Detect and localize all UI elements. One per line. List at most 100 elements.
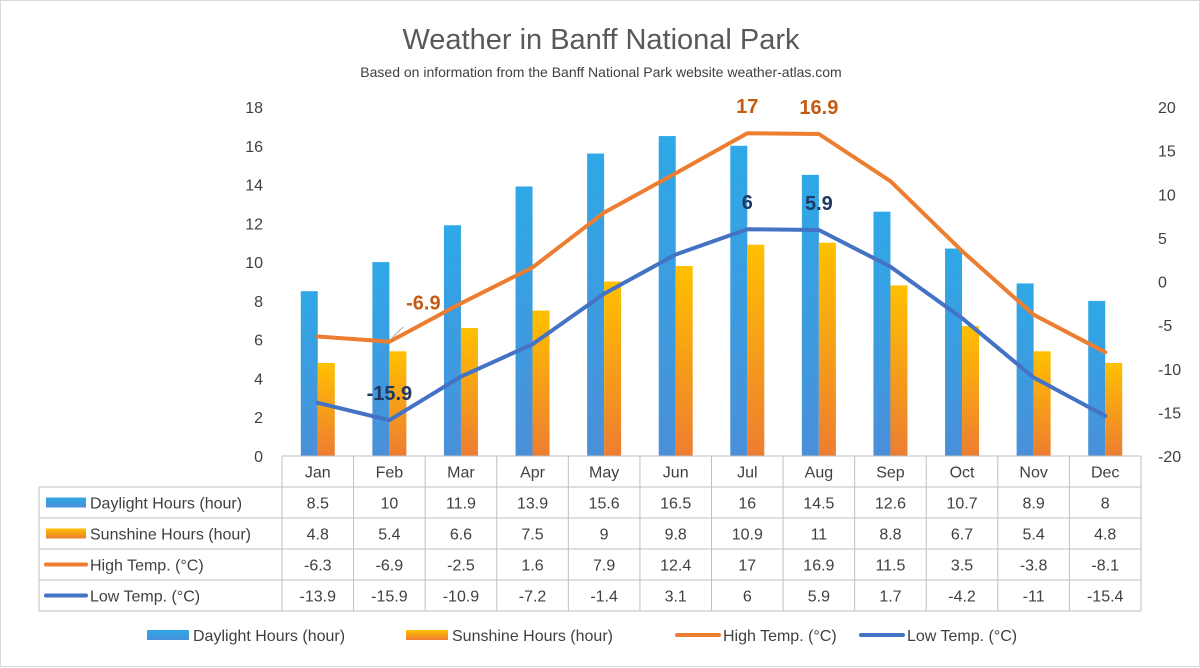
table-row-label: Daylight Hours (hour) — [90, 496, 242, 513]
table-cell: -11 — [1023, 589, 1045, 606]
table-cell: 6 — [743, 589, 752, 606]
table-cell: -2.5 — [447, 558, 475, 575]
low-temp-line — [315, 227, 1108, 423]
table-header-cell: Sep — [876, 465, 905, 482]
table-header-cell: Mar — [447, 465, 475, 482]
lines-group — [315, 131, 1108, 423]
table-row-label: Low Temp. (°C) — [90, 589, 200, 606]
legend-label: Daylight Hours (hour) — [193, 628, 345, 645]
bar-sunshine — [532, 310, 550, 456]
table-cell: 5.9 — [808, 589, 830, 606]
bar-sunshine — [604, 281, 622, 456]
table-header-cell: Jan — [305, 465, 331, 482]
table-cell: 7.5 — [521, 527, 543, 544]
bar-daylight — [801, 174, 819, 456]
table-cell: -10.9 — [443, 589, 480, 606]
table-cell: 9 — [600, 527, 609, 544]
table-cell: 4.8 — [1094, 527, 1116, 544]
chart-title: Weather in Banff National Park — [402, 24, 800, 56]
table-header-cell: Feb — [376, 465, 404, 482]
table-cell: 8.8 — [879, 527, 901, 544]
bar-daylight — [730, 145, 748, 456]
y-left-tick-label: 12 — [245, 216, 263, 233]
table-cell: 16.9 — [803, 558, 834, 575]
table-cell: 3.1 — [665, 589, 687, 606]
y-left-tick-label: 16 — [245, 139, 263, 156]
y-left-tick-label: 4 — [254, 371, 263, 388]
bar-sunshine — [1105, 362, 1123, 456]
y-right-tick-label: 15 — [1158, 144, 1176, 161]
table-cell: -3.8 — [1020, 558, 1048, 575]
table-header-cell: Nov — [1019, 465, 1047, 482]
y-right-tick-label: -5 — [1158, 318, 1172, 335]
table-cell: 11.9 — [446, 496, 476, 513]
bar-daylight — [372, 262, 390, 456]
table-cell: -8.1 — [1091, 558, 1119, 575]
table-cell: 3.5 — [951, 558, 973, 575]
table-header-cell: Jul — [737, 465, 757, 482]
table-cell: -6.3 — [304, 558, 332, 575]
axes-group: 0 2 4 6 8 10 12 14 16 18 -20 -15 -10 -5 0 5 10 15 20 — [245, 100, 1181, 466]
table-cell: 10.7 — [946, 496, 977, 513]
table-cell: -1.4 — [590, 589, 618, 606]
y-left-tick-label: 10 — [245, 255, 263, 272]
table-row-label: High Temp. (°C) — [90, 558, 204, 575]
table-cell: 16 — [738, 496, 756, 513]
y-left-tick-label: 6 — [254, 333, 263, 350]
chart-subtitle: Based on information from the Banff Nati… — [360, 64, 841, 80]
table-cell: 17 — [738, 558, 756, 575]
table-header-cell: Jun — [663, 465, 689, 482]
bar-sunshine — [317, 362, 335, 456]
table-header-cell: Apr — [520, 465, 546, 482]
bar-sunshine — [747, 244, 765, 456]
table-row-key-swatch — [46, 528, 86, 539]
bar-sunshine — [460, 328, 478, 456]
annotation-label: 6 — [742, 192, 753, 214]
table-cell: 8.9 — [1023, 496, 1045, 513]
bar-sunshine — [675, 265, 693, 456]
y-left-tick-label: 18 — [245, 100, 263, 117]
bar-daylight — [515, 186, 533, 456]
table-row-key-swatch — [46, 497, 86, 508]
y-right-tick-label: -20 — [1158, 449, 1181, 466]
y-left-tick-label: 2 — [254, 410, 263, 427]
y-left-tick-label: 14 — [245, 178, 263, 195]
table-cell: 16.5 — [660, 496, 691, 513]
table-cell: 15.6 — [589, 496, 620, 513]
table-cell: 12.4 — [660, 558, 691, 575]
table-header-cell: May — [589, 465, 619, 482]
table-cell: -7.2 — [519, 589, 547, 606]
y-right-tick-label: -10 — [1158, 362, 1181, 379]
annotation-label: 17 — [736, 96, 758, 118]
table-header-cell: Dec — [1091, 465, 1119, 482]
bar-daylight — [945, 248, 963, 456]
bar-sunshine — [389, 351, 407, 456]
table-cell: -13.9 — [300, 589, 337, 606]
annotation-label: 5.9 — [805, 193, 833, 215]
table-header-cell: Aug — [805, 465, 833, 482]
table-cell: 1.7 — [879, 589, 901, 606]
annotations-group: -6.9 17 16.9 -15.9 6 5.9 — [367, 96, 839, 405]
table-cell: 5.4 — [378, 527, 400, 544]
legend: Daylight Hours (hour) Sunshine Hours (hou… — [147, 628, 1017, 645]
table-row-label: Sunshine Hours (hour) — [90, 527, 251, 544]
y-left-tick-label: 8 — [254, 294, 263, 311]
bar-daylight — [1088, 300, 1106, 456]
table-cell: 7.9 — [593, 558, 615, 575]
table-cell: 8.5 — [307, 496, 329, 513]
table-cell: -4.2 — [948, 589, 976, 606]
bar-daylight — [873, 211, 891, 456]
table-cell: 12.6 — [875, 496, 906, 513]
data-table: Jan Feb Mar Apr May Jun Jul Aug Sep Oct Nov Dec Dayl… — [38, 455, 1142, 612]
y-right-tick-label: 10 — [1158, 187, 1176, 204]
bar-sunshine — [818, 242, 836, 456]
table-cell: 6.6 — [450, 527, 472, 544]
bar-daylight — [443, 225, 461, 456]
bar-daylight — [658, 136, 676, 457]
annotation-label: -6.9 — [406, 293, 440, 315]
legend-swatch — [147, 630, 189, 640]
table-cell: 10.9 — [732, 527, 763, 544]
y-right-tick-label: -15 — [1158, 405, 1181, 422]
